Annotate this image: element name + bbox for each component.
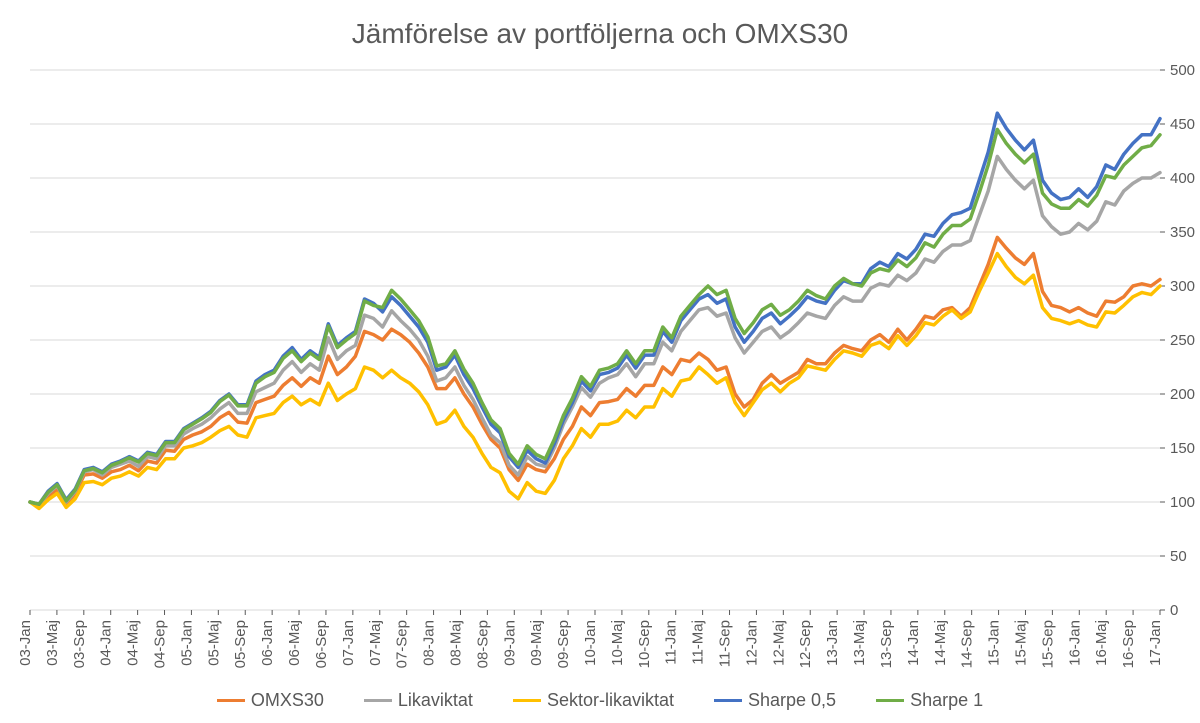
svg-text:10-Sep: 10-Sep (636, 620, 653, 668)
svg-text:50: 50 (1170, 548, 1187, 565)
svg-text:05-Jan: 05-Jan (178, 620, 195, 666)
svg-text:14-Jan: 14-Jan (905, 620, 922, 666)
svg-text:08-Jan: 08-Jan (421, 620, 438, 666)
svg-text:500: 500 (1170, 62, 1195, 79)
svg-text:400: 400 (1170, 170, 1195, 187)
svg-text:09-Sep: 09-Sep (555, 620, 572, 668)
svg-text:10-Maj: 10-Maj (609, 620, 626, 666)
svg-text:05-Maj: 05-Maj (205, 620, 222, 666)
svg-text:06-Sep: 06-Sep (313, 620, 330, 668)
svg-text:15-Jan: 15-Jan (986, 620, 1003, 666)
svg-text:300: 300 (1170, 278, 1195, 295)
svg-text:350: 350 (1170, 224, 1195, 241)
svg-text:14-Maj: 14-Maj (932, 620, 949, 666)
svg-text:04-Jan: 04-Jan (98, 620, 115, 666)
legend-line-icon (714, 699, 742, 702)
svg-text:08-Sep: 08-Sep (474, 620, 491, 668)
svg-text:08-Maj: 08-Maj (447, 620, 464, 666)
svg-text:07-Jan: 07-Jan (340, 620, 357, 666)
legend-line-icon (513, 699, 541, 702)
chart-container: Jämförelse av portföljerna och OMXS30 05… (0, 0, 1200, 723)
svg-text:16-Sep: 16-Sep (1120, 620, 1137, 668)
svg-text:03-Maj: 03-Maj (44, 620, 61, 666)
legend-label: Sektor-likaviktat (547, 690, 674, 711)
svg-text:0: 0 (1170, 602, 1178, 619)
svg-text:15-Maj: 15-Maj (1012, 620, 1029, 666)
chart-plot: 0 50 100 150 200 250 300 350 400 450 500 03-Jan 03-M… (0, 0, 1200, 723)
svg-text:100: 100 (1170, 494, 1195, 511)
legend-item: Sektor-likaviktat (513, 690, 674, 711)
svg-text:12-Jan: 12-Jan (743, 620, 760, 666)
legend-item: Sharpe 1 (876, 690, 983, 711)
svg-text:04-Maj: 04-Maj (125, 620, 142, 666)
legend-label: OMXS30 (251, 690, 324, 711)
svg-text:03-Sep: 03-Sep (71, 620, 88, 668)
legend-label: Sharpe 0,5 (748, 690, 836, 711)
svg-text:13-Jan: 13-Jan (824, 620, 841, 666)
svg-text:12-Sep: 12-Sep (797, 620, 814, 668)
legend-item: Likaviktat (364, 690, 473, 711)
svg-text:05-Sep: 05-Sep (232, 620, 249, 668)
svg-text:07-Maj: 07-Maj (367, 620, 384, 666)
svg-text:16-Jan: 16-Jan (1066, 620, 1083, 666)
svg-text:10-Jan: 10-Jan (582, 620, 599, 666)
svg-text:11-Sep: 11-Sep (717, 620, 734, 667)
legend-line-icon (364, 699, 392, 702)
legend-label: Likaviktat (398, 690, 473, 711)
legend-item: Sharpe 0,5 (714, 690, 836, 711)
svg-text:17-Jan: 17-Jan (1147, 620, 1164, 666)
legend-line-icon (217, 699, 245, 702)
svg-text:13-Sep: 13-Sep (878, 620, 895, 668)
svg-text:13-Maj: 13-Maj (851, 620, 868, 666)
svg-text:03-Jan: 03-Jan (17, 620, 34, 666)
svg-text:09-Maj: 09-Maj (528, 620, 545, 666)
svg-text:450: 450 (1170, 116, 1195, 133)
svg-text:07-Sep: 07-Sep (394, 620, 411, 668)
legend-line-icon (876, 699, 904, 702)
svg-text:06-Maj: 06-Maj (286, 620, 303, 666)
svg-text:16-Maj: 16-Maj (1093, 620, 1110, 666)
svg-text:04-Sep: 04-Sep (152, 620, 169, 668)
svg-text:15-Sep: 15-Sep (1039, 620, 1056, 668)
svg-text:250: 250 (1170, 332, 1195, 349)
svg-text:09-Jan: 09-Jan (501, 620, 518, 666)
legend-label: Sharpe 1 (910, 690, 983, 711)
legend-item: OMXS30 (217, 690, 324, 711)
svg-text:11-Maj: 11-Maj (690, 620, 707, 665)
svg-text:12-Maj: 12-Maj (770, 620, 787, 666)
svg-text:200: 200 (1170, 386, 1195, 403)
svg-text:14-Sep: 14-Sep (959, 620, 976, 668)
svg-text:11-Jan: 11-Jan (663, 620, 680, 665)
svg-text:06-Jan: 06-Jan (259, 620, 276, 666)
chart-legend: OMXS30 Likaviktat Sektor-likaviktat Sharpe … (0, 690, 1200, 711)
svg-text:150: 150 (1170, 440, 1195, 457)
